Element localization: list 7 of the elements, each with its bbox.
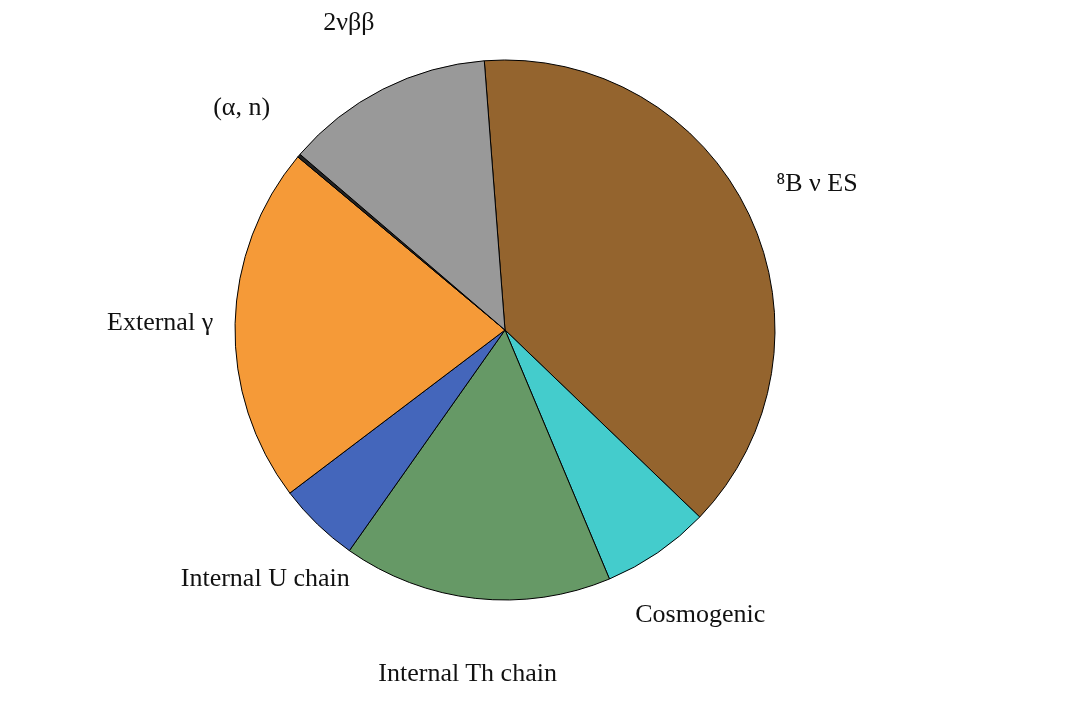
slice-label: Internal U chain bbox=[180, 563, 350, 593]
slice-label: ⁸B ν ES bbox=[776, 167, 858, 197]
slice-label: Cosmogenic bbox=[635, 599, 766, 629]
slice-label: 2νββ bbox=[323, 7, 375, 37]
slice-label: Internal Th chain bbox=[378, 657, 557, 687]
slice-label: (α, n) bbox=[213, 92, 271, 122]
slice-label: External γ bbox=[107, 306, 214, 336]
